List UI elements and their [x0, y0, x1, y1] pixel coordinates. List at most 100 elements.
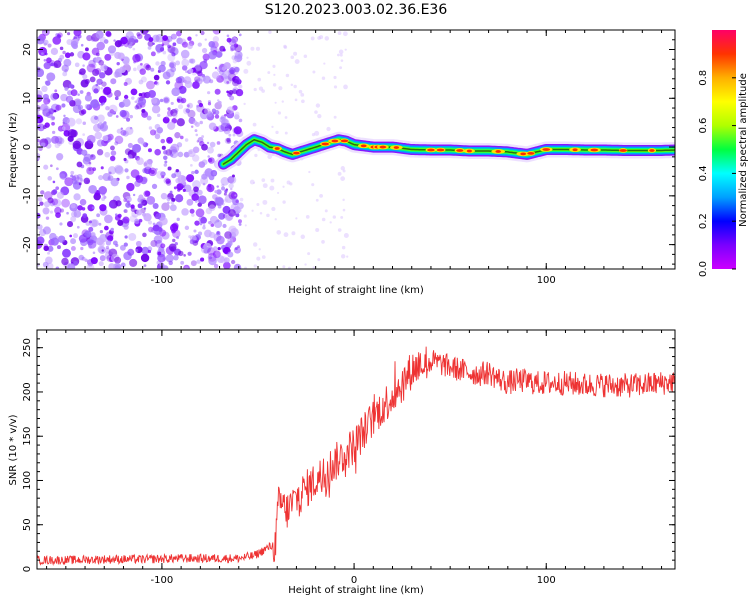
noise-speckle — [113, 262, 122, 269]
noise-speckle — [70, 246, 76, 251]
noise-speckle — [196, 104, 200, 108]
noise-speckle — [57, 137, 65, 145]
noise-speckle — [155, 81, 160, 86]
noise-speckle — [89, 76, 96, 83]
noise-speckle — [271, 125, 274, 129]
noise-speckle — [92, 167, 97, 172]
noise-speckle — [92, 251, 96, 255]
noise-speckle — [146, 30, 150, 33]
noise-speckle — [303, 54, 308, 58]
noise-speckle — [53, 60, 62, 69]
noise-speckle — [120, 127, 123, 130]
noise-speckle — [178, 250, 184, 257]
noise-speckle — [80, 43, 84, 47]
noise-speckle — [120, 36, 128, 45]
noise-speckle — [98, 59, 105, 66]
noise-speckle — [197, 189, 203, 196]
noise-speckle — [184, 266, 189, 269]
spectrogram-frame — [36, 29, 676, 270]
noise-speckle — [253, 181, 256, 184]
spectrogram-y-tick-label: -20 — [22, 236, 33, 252]
noise-speckle — [37, 114, 44, 124]
noise-speckle — [253, 87, 257, 92]
noise-speckle — [227, 240, 233, 247]
noise-speckle — [98, 174, 104, 181]
noise-speckle — [157, 251, 162, 256]
noise-speckle — [37, 111, 40, 116]
noise-speckle — [99, 123, 109, 132]
noise-speckle — [61, 103, 66, 108]
noise-speckle — [38, 146, 43, 152]
noise-speckle — [235, 199, 239, 204]
noise-speckle — [135, 248, 139, 253]
noise-speckle — [267, 154, 273, 160]
noise-speckle — [75, 118, 83, 125]
noise-speckle — [114, 96, 119, 101]
noise-speckle — [97, 122, 105, 130]
noise-speckle — [106, 31, 112, 38]
noise-speckle — [43, 105, 50, 113]
noise-speckle — [142, 212, 147, 217]
noise-speckle — [125, 126, 134, 136]
noise-speckle — [171, 228, 176, 234]
noise-speckle — [67, 221, 74, 228]
noise-speckle — [186, 198, 194, 206]
noise-speckle — [55, 266, 60, 269]
noise-speckle — [214, 66, 218, 70]
ridge-hotspot-core — [293, 151, 300, 155]
noise-speckle — [228, 137, 231, 141]
noise-speckle — [187, 251, 192, 256]
noise-speckle — [166, 136, 173, 144]
noise-speckle — [43, 164, 49, 170]
noise-speckle — [172, 238, 176, 243]
ridge-hotspot-core — [331, 139, 339, 143]
noise-speckle — [157, 227, 163, 232]
noise-speckle — [156, 126, 164, 134]
noise-speckle — [164, 160, 168, 164]
noise-speckle — [152, 222, 156, 226]
noise-speckle — [123, 60, 130, 67]
noise-speckle — [54, 89, 58, 93]
noise-speckle — [105, 30, 112, 37]
noise-speckle — [189, 239, 195, 245]
noise-speckle — [211, 71, 220, 79]
noise-speckle — [197, 99, 202, 105]
noise-speckle — [342, 198, 345, 202]
noise-speckle — [114, 135, 124, 145]
noise-speckle — [119, 66, 126, 73]
noise-speckle — [79, 198, 87, 206]
noise-speckle — [195, 208, 205, 218]
noise-speckle — [147, 220, 153, 225]
noise-speckle — [56, 154, 63, 161]
noise-speckle — [56, 191, 64, 199]
noise-speckle — [277, 111, 282, 115]
noise-speckle — [94, 116, 98, 120]
noise-speckle — [160, 192, 168, 200]
noise-speckle — [147, 40, 154, 47]
noise-speckle — [88, 185, 97, 194]
noise-speckle — [210, 223, 215, 227]
noise-speckle — [78, 71, 82, 75]
noise-speckle — [99, 255, 106, 262]
noise-speckle — [170, 143, 180, 153]
noise-speckle — [130, 88, 138, 96]
noise-speckle — [276, 230, 282, 235]
noise-speckle — [277, 191, 280, 194]
noise-speckle — [206, 184, 215, 193]
noise-speckle — [170, 109, 178, 117]
noise-speckle — [282, 200, 286, 204]
noise-speckle — [231, 37, 238, 44]
noise-speckle — [63, 58, 72, 67]
spectrogram-y-tick-label: 20 — [22, 43, 33, 56]
noise-speckle — [140, 62, 143, 66]
noise-speckle — [57, 32, 63, 38]
noise-speckle — [147, 46, 152, 50]
ridge-hotspot-core — [427, 148, 435, 152]
noise-speckle — [143, 207, 147, 210]
noise-speckle — [86, 63, 96, 73]
noise-speckle — [160, 138, 166, 144]
noise-speckle — [82, 213, 88, 218]
noise-speckle — [130, 204, 135, 209]
noise-speckle — [133, 67, 137, 72]
